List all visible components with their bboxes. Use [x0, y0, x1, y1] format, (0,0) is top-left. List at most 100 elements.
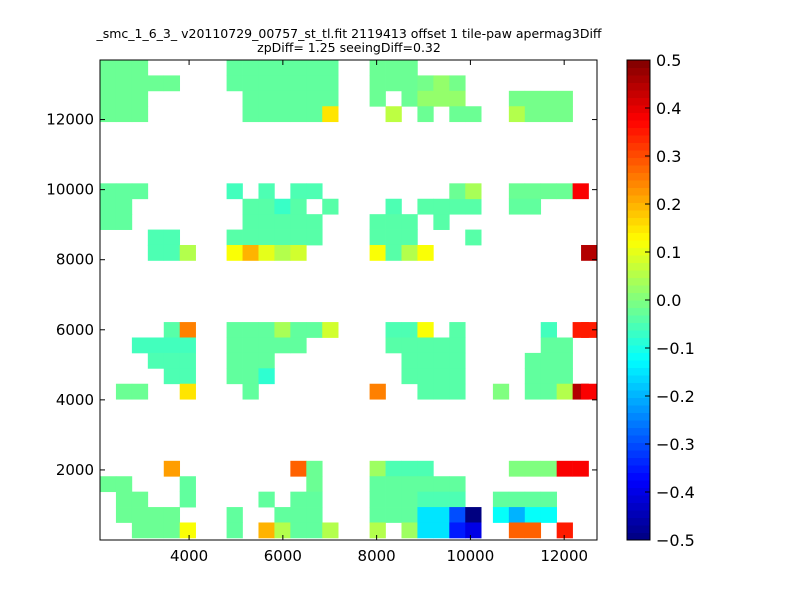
heatmap-cell	[290, 507, 307, 523]
heatmap-cell	[147, 229, 165, 246]
heatmap-cell	[433, 522, 450, 539]
colorbar-segment	[627, 457, 650, 466]
heatmap-cell	[369, 60, 386, 76]
heatmap-cell	[100, 90, 117, 107]
heatmap-cell	[369, 491, 386, 508]
colorbar-tick-label: −0.1	[656, 339, 695, 358]
heatmap-cell	[508, 507, 526, 523]
heatmap-cell	[449, 507, 466, 523]
heatmap-cell	[306, 460, 323, 477]
chart-title-line-2: zpDiff= 1.25 seeingDiff=0.32	[257, 40, 441, 55]
heatmap-cell	[242, 229, 259, 246]
x-tick-label: 6000	[264, 547, 302, 565]
heatmap-cell	[508, 183, 526, 200]
heatmap-cell	[258, 491, 275, 508]
heatmap-cell	[258, 322, 275, 338]
heatmap-cell	[449, 383, 466, 400]
colorbar-segment	[627, 345, 650, 353]
colorbar: 0.5 0.4 0.3 0.2 0.1 0.0 −0.1 −0.2 −0.3 −0.4 −0.5	[626, 51, 695, 550]
y-tick-label: 12000	[46, 111, 94, 129]
heatmap-cell	[226, 352, 243, 369]
heatmap-cell	[417, 491, 434, 508]
heatmap-cell	[556, 337, 573, 354]
colorbar-segment	[627, 330, 650, 338]
heatmap-cell	[465, 183, 482, 200]
heatmap-cell	[385, 60, 402, 76]
x-tick-label: 8000	[358, 547, 396, 565]
heatmap-cell	[433, 90, 450, 107]
colorbar-segment	[627, 360, 650, 368]
x-tick-label: 10000	[447, 547, 495, 565]
heatmap-cell	[524, 352, 542, 369]
heatmap-cell	[449, 476, 466, 493]
heatmap-cell	[115, 75, 133, 92]
heatmap-cell	[258, 75, 275, 92]
heatmap-cell	[417, 198, 434, 215]
colorbar-segment	[627, 412, 650, 421]
heatmap-cell	[242, 352, 259, 369]
heatmap-cell	[385, 322, 402, 338]
heatmap-cell	[401, 244, 418, 261]
colorbar-segment	[627, 405, 650, 413]
heatmap-cell	[385, 507, 402, 523]
colorbar-tick-label: 0.2	[656, 195, 681, 214]
heatmap-cell	[179, 476, 196, 493]
heatmap-cell	[492, 507, 510, 523]
heatmap-cell	[417, 106, 434, 123]
heatmap-cell	[508, 522, 526, 539]
heatmap-cell	[242, 75, 259, 92]
heatmap-cell	[226, 183, 243, 200]
heatmap-cell	[369, 229, 386, 246]
heatmap-cells	[100, 60, 597, 539]
heatmap-cell	[401, 337, 418, 354]
heatmap-cell	[290, 522, 307, 539]
heatmap-cell	[274, 90, 291, 107]
heatmap-cell	[179, 244, 196, 261]
heatmap-cell	[449, 183, 466, 200]
heatmap-cell	[385, 491, 402, 508]
heatmap-cell	[306, 90, 323, 107]
heatmap-cell	[115, 198, 133, 215]
heatmap-cell	[100, 198, 117, 215]
heatmap-cell	[100, 106, 117, 123]
heatmap-cell	[274, 198, 291, 215]
colorbar-tick-label: 0.5	[656, 51, 681, 70]
heatmap-cell	[385, 106, 402, 123]
heatmap-cell	[274, 60, 291, 76]
heatmap-cell	[556, 106, 573, 123]
heatmap-cell	[242, 368, 259, 385]
heatmap-cell	[524, 522, 542, 539]
heatmap-cell	[369, 90, 386, 107]
heatmap-cell	[274, 522, 291, 539]
heatmap-cell	[131, 522, 149, 539]
heatmap-cell	[433, 75, 450, 92]
heatmap-cell	[449, 75, 466, 92]
heatmap-cell	[306, 522, 323, 539]
heatmap-cell	[242, 244, 259, 261]
colorbar-segment	[627, 307, 650, 316]
heatmap-cell	[401, 507, 418, 523]
heatmap-cell	[258, 352, 275, 369]
heatmap-cell	[147, 522, 165, 539]
heatmap-cell	[508, 460, 526, 477]
heatmap-cell	[242, 214, 259, 230]
colorbar-segment	[627, 375, 650, 383]
heatmap-cell	[163, 368, 181, 385]
heatmap-cell	[163, 460, 181, 477]
heatmap-cell	[115, 60, 133, 76]
heatmap-cell	[290, 198, 307, 215]
heatmap-cell	[242, 198, 259, 215]
heatmap-cell	[449, 90, 466, 107]
heatmap-cell	[179, 491, 196, 508]
heatmap-cell	[369, 476, 386, 493]
colorbar-segment	[627, 517, 650, 526]
heatmap-cell	[540, 352, 557, 369]
heatmap-cell	[385, 460, 402, 477]
heatmap-cell	[147, 244, 165, 261]
colorbar-segment	[627, 367, 650, 376]
colorbar-segment	[627, 525, 650, 533]
heatmap-cell	[556, 368, 573, 385]
colorbar-segment	[627, 90, 650, 98]
heatmap-cell	[581, 244, 597, 261]
heatmap-cell	[306, 322, 323, 338]
